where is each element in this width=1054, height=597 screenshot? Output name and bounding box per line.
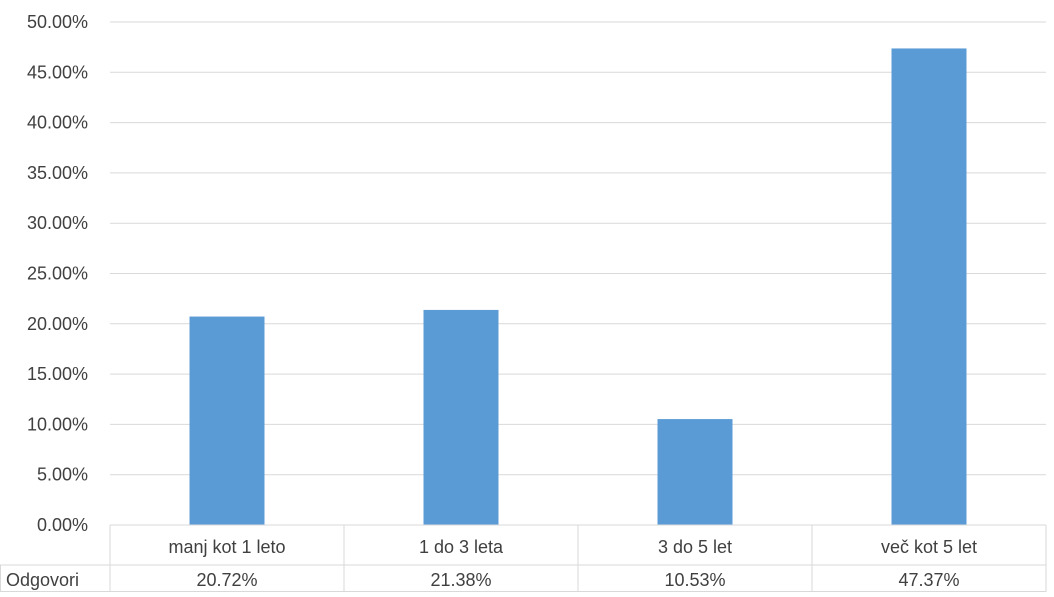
x-category-label: več kot 5 let [881, 537, 977, 557]
table-series-name: Odgovori [6, 570, 79, 590]
data-table: manj kot 1 leto 1 do 3 leta 3 do 5 let več … [0, 524, 1047, 592]
x-category-label: manj kot 1 leto [168, 537, 285, 557]
bar [423, 309, 499, 525]
y-axis-tick-labels: 0.00% 5.00% 10.00% 15.00% 20.00% 25.00% 30.00%… [27, 12, 88, 535]
gridlines [110, 21, 1046, 476]
table-value-label: 20.72% [196, 570, 257, 590]
x-category-label: 3 do 5 let [658, 537, 732, 557]
y-tick-label: 5.00% [37, 465, 88, 485]
bar [891, 48, 967, 526]
y-tick-label: 35.00% [27, 163, 88, 183]
bars [189, 48, 967, 526]
y-tick-label: 45.00% [27, 62, 88, 82]
table-value-label: 21.38% [430, 570, 491, 590]
bar [657, 419, 733, 525]
y-tick-label: 0.00% [37, 515, 88, 535]
y-tick-label: 30.00% [27, 213, 88, 233]
table-value-label: 47.37% [898, 570, 959, 590]
bar [189, 316, 265, 525]
x-category-label: 1 do 3 leta [419, 537, 504, 557]
y-tick-label: 20.00% [27, 314, 88, 334]
y-tick-label: 15.00% [27, 364, 88, 384]
table-value-label: 10.53% [664, 570, 725, 590]
y-tick-label: 25.00% [27, 264, 88, 284]
y-tick-label: 50.00% [27, 12, 88, 32]
y-tick-label: 10.00% [27, 414, 88, 434]
y-tick-label: 40.00% [27, 113, 88, 133]
